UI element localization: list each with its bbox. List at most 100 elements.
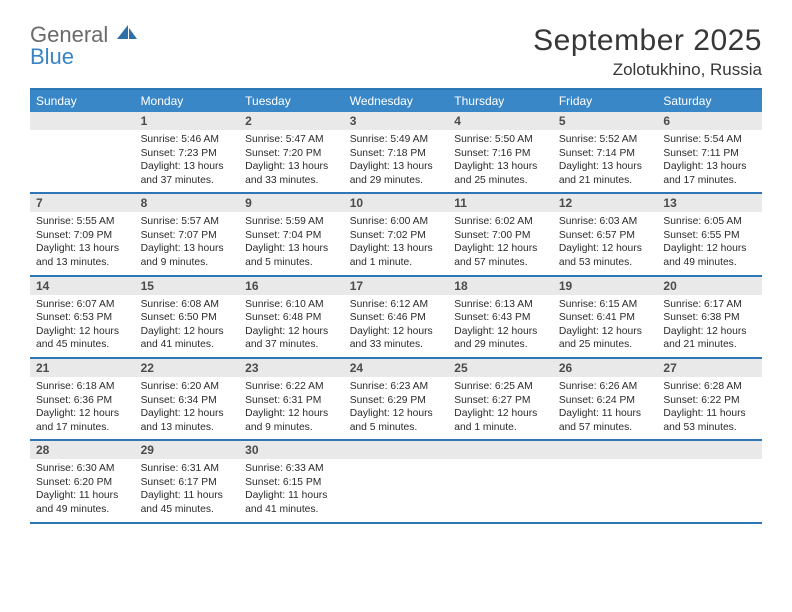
calendar-cell: 12Sunrise: 6:03 AMSunset: 6:57 PMDayligh… [553,194,658,274]
sunrise-line: Sunrise: 6:33 AM [245,462,338,476]
day-info: Sunrise: 6:23 AMSunset: 6:29 PMDaylight:… [344,377,449,439]
title-block: September 2025 Zolotukhino, Russia [533,24,762,80]
calendar-cell [344,441,449,521]
day-number: 13 [657,194,762,212]
sunrise-line: Sunrise: 6:02 AM [454,215,547,229]
sunrise-line: Sunrise: 6:05 AM [663,215,756,229]
calendar-cell: 10Sunrise: 6:00 AMSunset: 7:02 PMDayligh… [344,194,449,274]
daylight-line: Daylight: 13 hours and 33 minutes. [245,160,338,187]
sunrise-line: Sunrise: 5:55 AM [36,215,129,229]
day-number [448,441,553,459]
daylight-line: Daylight: 13 hours and 25 minutes. [454,160,547,187]
sunrise-line: Sunrise: 5:47 AM [245,133,338,147]
day-info: Sunrise: 6:31 AMSunset: 6:17 PMDaylight:… [135,459,240,521]
daylight-line: Daylight: 11 hours and 57 minutes. [559,407,652,434]
day-of-week-header: Sunday Monday Tuesday Wednesday Thursday… [30,90,762,112]
sunset-line: Sunset: 7:23 PM [141,147,234,161]
day-number: 25 [448,359,553,377]
day-info: Sunrise: 6:26 AMSunset: 6:24 PMDaylight:… [553,377,658,439]
calendar-cell: 11Sunrise: 6:02 AMSunset: 7:00 PMDayligh… [448,194,553,274]
day-info: Sunrise: 5:57 AMSunset: 7:07 PMDaylight:… [135,212,240,274]
calendar-cell: 5Sunrise: 5:52 AMSunset: 7:14 PMDaylight… [553,112,658,192]
calendar-cell: 27Sunrise: 6:28 AMSunset: 6:22 PMDayligh… [657,359,762,439]
calendar-cell: 25Sunrise: 6:25 AMSunset: 6:27 PMDayligh… [448,359,553,439]
daylight-line: Daylight: 13 hours and 1 minute. [350,242,443,269]
sunset-line: Sunset: 7:16 PM [454,147,547,161]
calendar-cell: 26Sunrise: 6:26 AMSunset: 6:24 PMDayligh… [553,359,658,439]
sunset-line: Sunset: 7:09 PM [36,229,129,243]
day-number [553,441,658,459]
calendar-cell: 1Sunrise: 5:46 AMSunset: 7:23 PMDaylight… [135,112,240,192]
calendar-week: 21Sunrise: 6:18 AMSunset: 6:36 PMDayligh… [30,359,762,441]
calendar-cell: 19Sunrise: 6:15 AMSunset: 6:41 PMDayligh… [553,277,658,357]
calendar-week: 7 Sunrise: 5:55 AMSunset: 7:09 PM Daylight… [30,194,762,276]
daylight-line: Daylight: 12 hours and 25 minutes. [559,325,652,352]
page-header: General Blue September 2025 Zolotukhino,… [30,24,762,80]
sunset-line: Sunset: 6:57 PM [559,229,652,243]
day-info: Sunrise: 6:12 AMSunset: 6:46 PMDaylight:… [344,295,449,357]
day-info: Sunrise: 6:13 AMSunset: 6:43 PMDaylight:… [448,295,553,357]
brand-name: General Blue [30,24,138,68]
calendar-cell: 15Sunrise: 6:08 AMSunset: 6:50 PMDayligh… [135,277,240,357]
sunset-line: Sunset: 6:22 PM [663,394,756,408]
sunrise-line: Sunrise: 6:25 AM [454,380,547,394]
sunset-line: Sunset: 6:38 PM [663,311,756,325]
day-number: 16 [239,277,344,295]
sunrise-line: Sunrise: 5:52 AM [559,133,652,147]
day-info: Sunrise: 5:54 AMSunset: 7:11 PMDaylight:… [657,130,762,192]
calendar-cell: 6Sunrise: 5:54 AMSunset: 7:11 PMDaylight… [657,112,762,192]
day-number: 23 [239,359,344,377]
calendar-cell: 30Sunrise: 6:33 AMSunset: 6:15 PMDayligh… [239,441,344,521]
day-number: 15 [135,277,240,295]
calendar-cell: 17Sunrise: 6:12 AMSunset: 6:46 PMDayligh… [344,277,449,357]
calendar-cell: 21Sunrise: 6:18 AMSunset: 6:36 PMDayligh… [30,359,135,439]
day-info: Sunrise: 6:15 AMSunset: 6:41 PMDaylight:… [553,295,658,357]
sunrise-line: Sunrise: 6:00 AM [350,215,443,229]
day-number: 7 [30,194,135,212]
sunset-line: Sunset: 7:07 PM [141,229,234,243]
sunrise-line: Sunrise: 6:23 AM [350,380,443,394]
sunset-line: Sunset: 7:20 PM [245,147,338,161]
daylight-line: Daylight: 12 hours and 53 minutes. [559,242,652,269]
calendar-weeks: 1Sunrise: 5:46 AMSunset: 7:23 PMDaylight… [30,112,762,524]
day-info: Sunrise: 6:05 AMSunset: 6:55 PMDaylight:… [657,212,762,274]
calendar-cell: 18Sunrise: 6:13 AMSunset: 6:43 PMDayligh… [448,277,553,357]
day-info: Sunrise: 6:28 AMSunset: 6:22 PMDaylight:… [657,377,762,439]
calendar: Sunday Monday Tuesday Wednesday Thursday… [30,88,762,524]
sunset-line: Sunset: 6:24 PM [559,394,652,408]
sunrise-line: Sunrise: 5:59 AM [245,215,338,229]
daylight-line: Daylight: 12 hours and 17 minutes. [36,407,129,434]
sunrise-line: Sunrise: 5:57 AM [141,215,234,229]
day-number: 20 [657,277,762,295]
day-number: 29 [135,441,240,459]
calendar-cell: 4Sunrise: 5:50 AMSunset: 7:16 PMDaylight… [448,112,553,192]
daylight-line: Daylight: 13 hours and 5 minutes. [245,242,338,269]
day-number: 11 [448,194,553,212]
day-info: Sunrise: 6:07 AMSunset: 6:53 PMDaylight:… [30,295,135,357]
day-info: Sunrise: 6:20 AMSunset: 6:34 PMDaylight:… [135,377,240,439]
calendar-cell [30,112,135,192]
sunrise-line: Sunrise: 6:26 AM [559,380,652,394]
sunrise-line: Sunrise: 6:30 AM [36,462,129,476]
day-info: Sunrise: 6:22 AMSunset: 6:31 PMDaylight:… [239,377,344,439]
day-number: 28 [30,441,135,459]
sunrise-line: Sunrise: 5:46 AM [141,133,234,147]
day-number [657,441,762,459]
daylight-line: Daylight: 13 hours and 17 minutes. [663,160,756,187]
day-info: Sunrise: 5:50 AMSunset: 7:16 PMDaylight:… [448,130,553,192]
dow-wed: Wednesday [344,90,449,112]
calendar-cell [553,441,658,521]
sunset-line: Sunset: 6:36 PM [36,394,129,408]
day-number: 8 [135,194,240,212]
day-info: Sunrise: 5:46 AMSunset: 7:23 PMDaylight:… [135,130,240,192]
day-number: 9 [239,194,344,212]
sunset-line: Sunset: 7:04 PM [245,229,338,243]
daylight-line: Daylight: 13 hours and 21 minutes. [559,160,652,187]
daylight-line: Daylight: 12 hours and 29 minutes. [454,325,547,352]
day-number: 12 [553,194,658,212]
day-info: Sunrise: 6:10 AMSunset: 6:48 PMDaylight:… [239,295,344,357]
calendar-cell: 24Sunrise: 6:23 AMSunset: 6:29 PMDayligh… [344,359,449,439]
day-number: 4 [448,112,553,130]
daylight-line: Daylight: 12 hours and 33 minutes. [350,325,443,352]
calendar-cell: 22Sunrise: 6:20 AMSunset: 6:34 PMDayligh… [135,359,240,439]
